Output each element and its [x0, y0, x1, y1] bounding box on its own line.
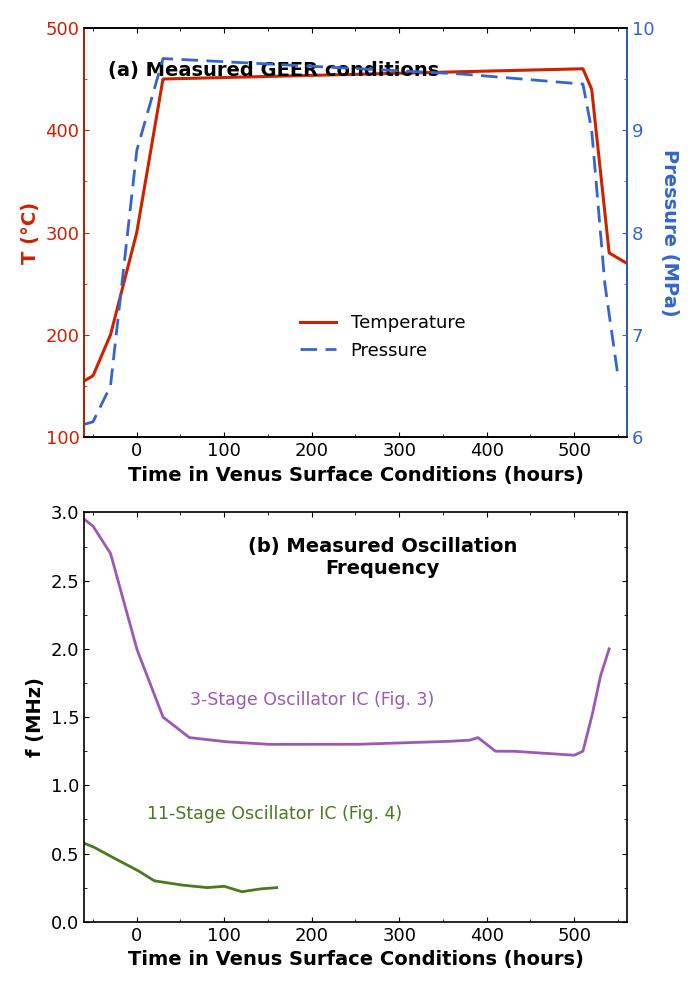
X-axis label: Time in Venus Surface Conditions (hours): Time in Venus Surface Conditions (hours): [127, 950, 583, 969]
Text: (b) Measured Oscillation
Frequency: (b) Measured Oscillation Frequency: [248, 537, 517, 578]
Text: 3-Stage Oscillator IC (Fig. 3): 3-Stage Oscillator IC (Fig. 3): [190, 691, 434, 709]
Y-axis label: T (°C): T (°C): [21, 201, 40, 263]
Text: 11-Stage Oscillator IC (Fig. 4): 11-Stage Oscillator IC (Fig. 4): [146, 806, 402, 824]
X-axis label: Time in Venus Surface Conditions (hours): Time in Venus Surface Conditions (hours): [127, 465, 583, 484]
Y-axis label: Pressure (MPa): Pressure (MPa): [660, 148, 679, 317]
Text: (a) Measured GEER conditions: (a) Measured GEER conditions: [108, 60, 440, 79]
Y-axis label: f (MHz): f (MHz): [26, 677, 45, 757]
Legend: Temperature, Pressure: Temperature, Pressure: [293, 307, 472, 366]
